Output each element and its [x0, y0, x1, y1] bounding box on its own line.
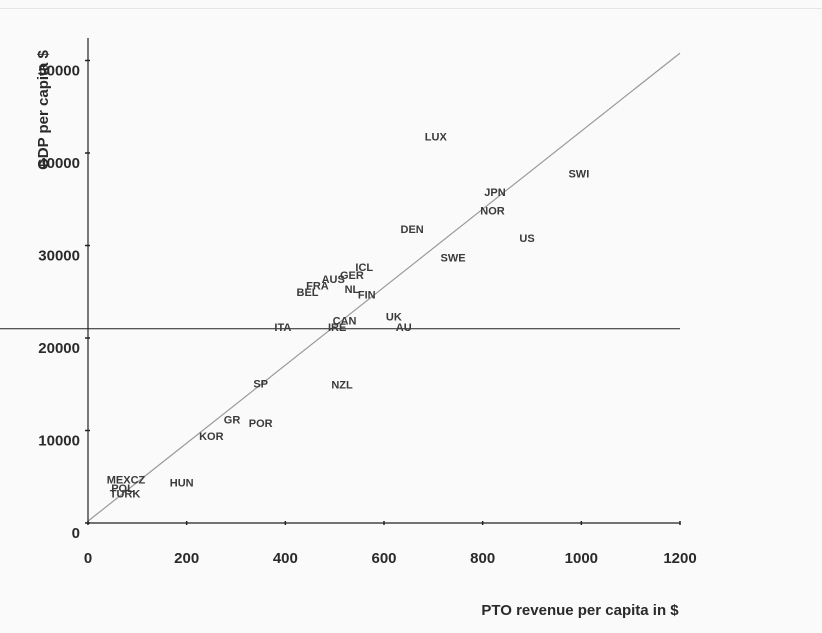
data-point-label-ger: GER [340, 270, 364, 282]
x-axis-title: PTO revenue per capita in $ [481, 602, 679, 619]
y-tick-label: 20000 [38, 340, 80, 357]
x-tick-label: 800 [470, 550, 495, 567]
tick-labels: 0 200 400 600 800 1000 1200 0 10000 20000 30000 400… [38, 63, 696, 568]
data-point-label-pol: POL [111, 483, 134, 495]
data-point-label-aus: AUS [322, 274, 345, 286]
data-point-label-nzl: NZL [331, 379, 353, 391]
x-tick-label: 0 [84, 550, 92, 567]
data-point-label-por: POR [249, 418, 273, 430]
y-tick-label: 10000 [38, 433, 80, 450]
y-axis-title: GDP per capita $ [35, 49, 52, 169]
data-point-label-swe: SWE [441, 253, 466, 265]
y-tick-label: 30000 [38, 248, 80, 265]
data-point-label-icl: ICL [355, 262, 373, 274]
data-point-label-can: CAN [333, 315, 357, 327]
data-point-label-fra: FRA [306, 280, 329, 292]
x-tick-label: 1000 [565, 550, 598, 567]
reference-lines [0, 52, 681, 522]
data-point-label-au: AU [396, 322, 412, 334]
data-point-label-den: DEN [401, 224, 424, 236]
y-tick-label: 0 [72, 525, 80, 542]
x-tick-label: 200 [174, 550, 199, 567]
data-point-label-bel: BEL [297, 287, 319, 299]
data-point-label-mexcz: MEXCZ [107, 475, 146, 487]
data-point-label-hun: HUN [170, 477, 194, 489]
x-tick-label: 400 [273, 550, 298, 567]
data-point-label-gr: GR [224, 414, 241, 426]
data-point-label-ita: ITA [274, 322, 291, 334]
data-point-label-kor: KOR [199, 431, 224, 443]
data-point-label-nor: NOR [480, 205, 505, 217]
regression-line [87, 52, 681, 522]
y-tick-label: 50000 [38, 63, 80, 80]
y-tick-label: 40000 [38, 155, 80, 172]
page-top-rule [0, 8, 822, 9]
data-point-label-swi: SWI [568, 168, 589, 180]
data-point-label-us: US [519, 233, 534, 245]
data-point-label-uk: UK [386, 312, 402, 324]
data-point-label-lux: LUX [425, 131, 448, 143]
data-point-label-jpn: JPN [484, 187, 505, 199]
data-point-label-ire: IRE [328, 322, 346, 334]
axes [85, 38, 681, 525]
data-point-label-sp: SP [253, 378, 268, 390]
data-point-label-fin: FIN [358, 290, 376, 302]
data-point-label-nl: NL [345, 284, 360, 296]
x-tick-label: 600 [371, 550, 396, 567]
data-point-label-turk: TURK [110, 488, 141, 500]
x-tick-label: 1200 [663, 550, 696, 567]
